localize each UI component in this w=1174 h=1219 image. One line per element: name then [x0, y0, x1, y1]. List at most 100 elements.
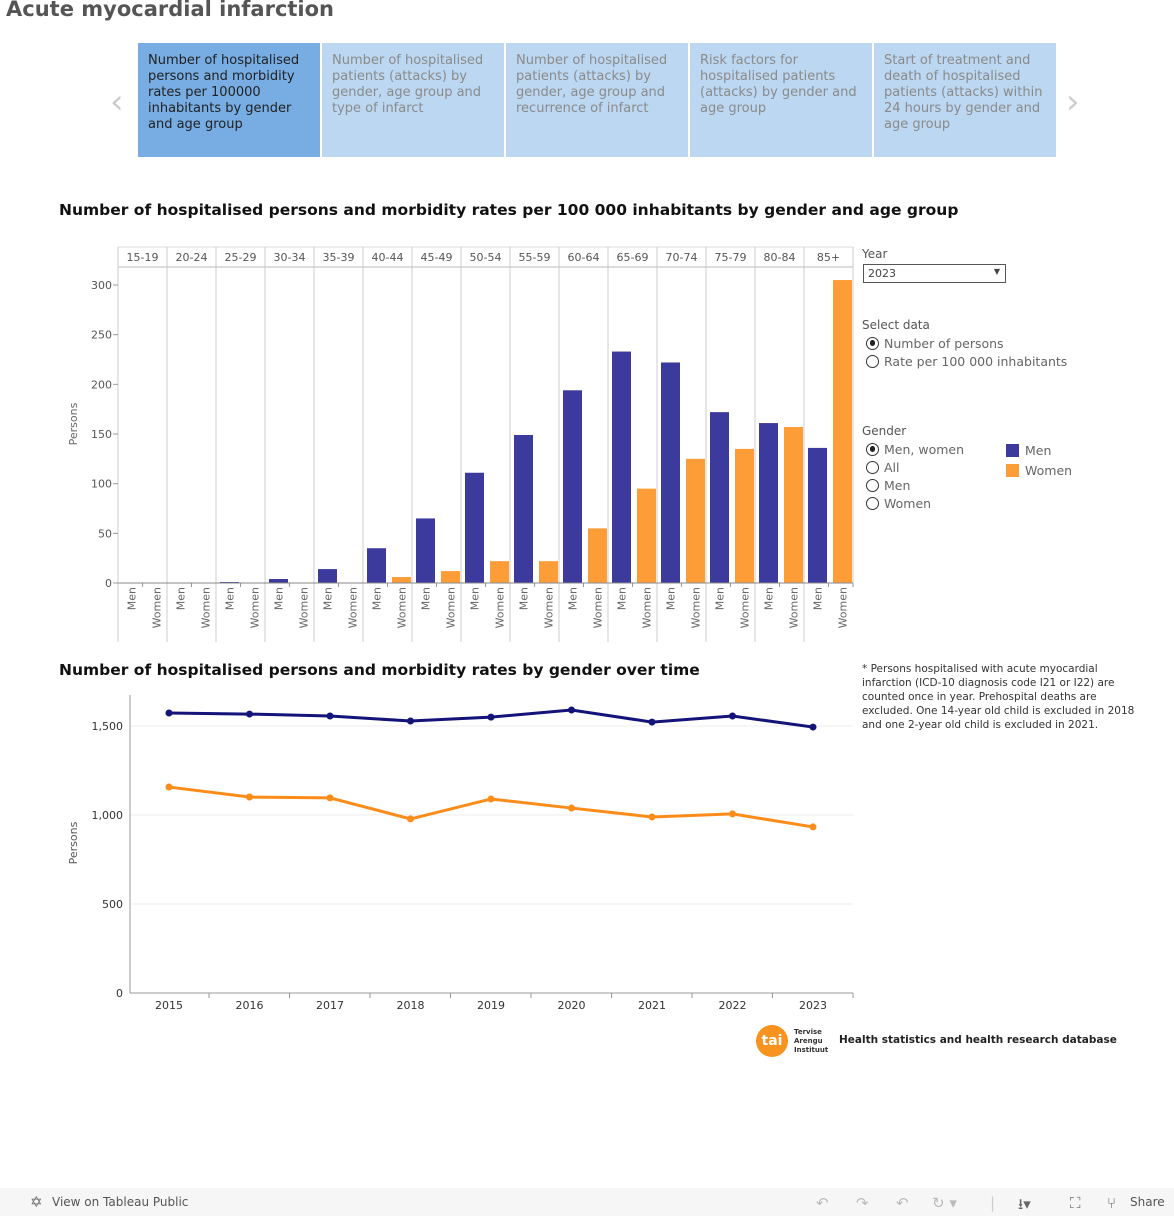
chevron-left-icon[interactable]: ‹: [110, 82, 124, 122]
point-men-2015: [165, 709, 173, 717]
footnote: * Persons hospitalised with acute myocar…: [862, 663, 1135, 731]
gender-axis-label: Women: [494, 587, 507, 628]
x-tick-label: 2018: [397, 999, 425, 1012]
bar-men-75-79: [710, 412, 729, 583]
gender-axis-label: Women: [592, 587, 605, 628]
point-women-2021: [648, 813, 656, 821]
x-tick-label: 2019: [477, 999, 505, 1012]
point-men-2017: [326, 712, 334, 720]
bar-men-30-34: [269, 579, 288, 583]
gender-axis-label: Women: [347, 587, 360, 628]
dropdown-arrow-icon: ▼: [993, 267, 1000, 276]
gender-axis-label: Women: [249, 587, 262, 628]
line-chart: 0 500 1,000 1,500 2015 2016 2017 2018 2019 2020 20…: [67, 695, 854, 1012]
chevron-right-icon[interactable]: ›: [1066, 82, 1080, 122]
point-women-2018: [407, 815, 414, 823]
gender-axis-label: Women: [200, 587, 213, 628]
legend-swatch: [1006, 463, 1019, 477]
gender-axis-label: Men: [665, 587, 678, 610]
gender-axis-label: Men: [469, 587, 482, 610]
radio-women[interactable]: Women: [866, 494, 964, 512]
y-tick-label: 100: [91, 478, 112, 491]
undo-icon[interactable]: ↶: [816, 1194, 829, 1212]
age-group-label: 70-74: [666, 251, 698, 264]
x-tick-label: 2016: [236, 999, 264, 1012]
radio-label: Men: [884, 477, 911, 493]
radio-label: Women: [884, 495, 932, 511]
radio-label: All: [884, 459, 900, 475]
radio-label: Men, women: [884, 441, 965, 457]
radio-all[interactable]: All: [866, 458, 964, 476]
revert-icon[interactable]: ↶: [896, 1194, 909, 1212]
y-tick-label: 500: [102, 898, 123, 911]
database-label: Health statistics and health research da…: [839, 1034, 1117, 1046]
view-on-tableau-link[interactable]: View on Tableau Public: [52, 1195, 189, 1209]
bar-women-60-64: [588, 528, 607, 583]
legend-item-men[interactable]: Men: [1006, 440, 1072, 460]
gender-axis-label: Women: [445, 587, 458, 628]
share-icon[interactable]: ⑂: [1107, 1194, 1117, 1212]
gender-axis-label: Women: [641, 587, 654, 628]
gender-axis-label: Men: [273, 587, 286, 610]
radio-unchecked-icon: [866, 496, 879, 510]
age-group-label: 50-54: [470, 251, 502, 264]
tab-risk-factors[interactable]: Risk factors for hospitalised patients (…: [690, 43, 872, 157]
tai-logo-text: Tervise Arengu Instituut: [794, 1028, 829, 1054]
age-group-label: 30-34: [274, 251, 306, 264]
legend-label: Men: [1025, 442, 1052, 458]
age-group-label: 80-84: [764, 251, 796, 264]
age-group-label: 35-39: [323, 251, 355, 264]
gender-axis-label: Men: [126, 587, 139, 610]
redo-icon[interactable]: ↷: [856, 1194, 869, 1212]
bar-men-80-84: [759, 423, 778, 583]
bar-men-70-74: [661, 362, 680, 583]
gender-axis-label: Women: [396, 587, 409, 628]
download-icon[interactable]: ⭳▾: [1018, 1195, 1031, 1213]
year-select[interactable]: 2023 ▼: [863, 264, 1006, 283]
radio-men[interactable]: Men: [866, 476, 964, 494]
legend-item-women[interactable]: Women: [1006, 460, 1072, 480]
tab-infarct-recurrence[interactable]: Number of hospitalised patients (attacks…: [506, 43, 688, 157]
tableau-toolbar: ✡ View on Tableau Public ↶ ↷ ↶ ↻ ▾ | ⭳▾ …: [0, 1188, 1174, 1216]
tab-hospitalised-persons[interactable]: Number of hospitalised persons and morbi…: [138, 43, 320, 157]
gender-axis-label: Men: [224, 587, 237, 610]
y-tick-label: 250: [91, 329, 112, 342]
bar-men-55-59: [514, 434, 533, 583]
gender-axis-label: Men: [763, 587, 776, 610]
bar-men-40-44: [367, 548, 386, 583]
age-group-label: 25-29: [225, 251, 257, 264]
y-tick-label: 200: [91, 378, 112, 391]
radio-men-women[interactable]: Men, women: [866, 440, 964, 458]
point-women-2022: [729, 810, 736, 818]
radio-checked-icon: [866, 336, 879, 350]
tab-infarct-type[interactable]: Number of hospitalised patients (attacks…: [322, 43, 504, 157]
gender-axis-label: Women: [690, 587, 703, 628]
age-group-label: 85+: [817, 251, 840, 264]
point-men-2020: [568, 706, 575, 714]
bar-men-50-54: [465, 472, 484, 583]
tab-treatment-death[interactable]: Start of treatment and death of hospital…: [874, 43, 1056, 157]
gender-axis-label: Women: [298, 587, 311, 628]
point-women-2019: [487, 795, 495, 803]
refresh-icon[interactable]: ↻ ▾: [932, 1194, 957, 1212]
gender-axis-label: Men: [371, 587, 384, 610]
gender-axis-label: Men: [567, 587, 580, 610]
radio-number-of-persons[interactable]: Number of persons: [866, 334, 1067, 352]
x-tick-label: 2022: [719, 999, 747, 1012]
radio-label: Number of persons: [884, 335, 1004, 351]
gender-axis-label: Men: [322, 587, 335, 610]
radio-rate[interactable]: Rate per 100 000 inhabitants: [866, 352, 1067, 370]
page-title: Acute myocardial infarction: [6, 0, 335, 21]
share-button[interactable]: Share: [1130, 1195, 1165, 1209]
fullscreen-icon[interactable]: ⛶: [1070, 1194, 1081, 1212]
bar-men-85+: [808, 447, 827, 583]
y-tick-label: 300: [91, 279, 112, 292]
line-chart-title: Number of hospitalised persons and morbi…: [59, 661, 700, 679]
point-men-2019: [487, 713, 495, 721]
y-tick-label: 1,500: [92, 720, 124, 733]
point-women-2015: [165, 783, 173, 791]
y-tick-label: 0: [116, 987, 123, 1000]
gender-axis-label: Men: [812, 587, 825, 610]
age-group-label: 45-49: [421, 251, 453, 264]
gender-axis-label: Men: [420, 587, 433, 610]
